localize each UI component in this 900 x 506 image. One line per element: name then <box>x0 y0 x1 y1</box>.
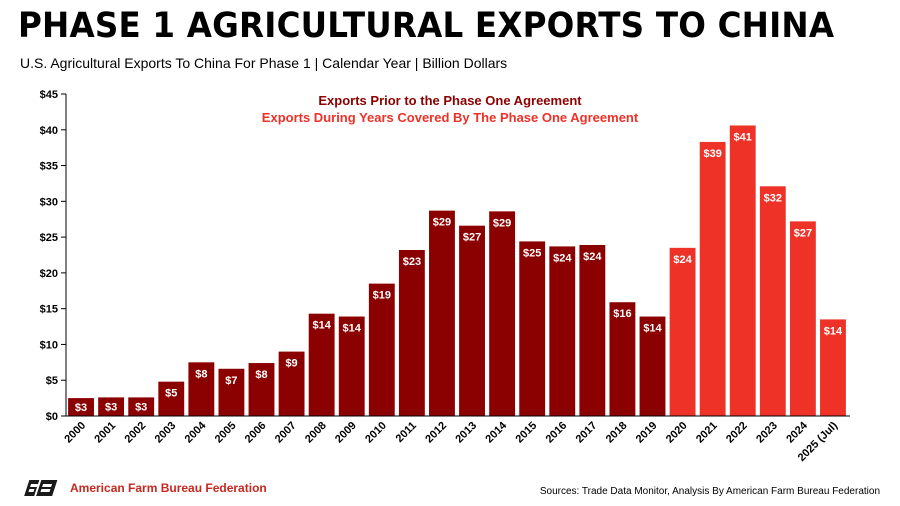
x-tick-label: 2018 <box>604 420 630 446</box>
bar <box>759 186 786 416</box>
bar <box>368 283 395 416</box>
bar <box>549 246 576 416</box>
legend-entry: Exports Prior to the Phase One Agreement <box>318 93 582 108</box>
x-tick-label: 2017 <box>574 420 600 446</box>
x-tick-label: 2005 <box>213 420 239 446</box>
x-tick-label: 2000 <box>62 420 88 446</box>
y-tick-label: $0 <box>46 411 58 423</box>
footer-org-name: American Farm Bureau Federation <box>70 481 267 495</box>
data-label: $29 <box>433 217 451 229</box>
bar <box>729 125 756 417</box>
bar <box>699 141 726 417</box>
bar <box>609 302 636 416</box>
y-tick-label: $10 <box>40 339 58 351</box>
data-label: $29 <box>493 217 511 229</box>
data-label: $3 <box>75 402 87 414</box>
bar <box>489 211 516 416</box>
data-label: $27 <box>463 232 481 244</box>
bar <box>218 368 245 416</box>
y-tick-label: $20 <box>40 268 58 280</box>
data-label: $14 <box>643 323 662 335</box>
bar <box>68 398 94 416</box>
x-tick-label: 2023 <box>754 420 780 446</box>
data-label: $19 <box>373 290 391 302</box>
x-tick-label: 2013 <box>453 420 479 446</box>
bar <box>579 244 606 416</box>
data-label: $27 <box>794 227 812 239</box>
x-tick-label: 2002 <box>123 420 149 446</box>
bar <box>639 316 666 416</box>
x-tick-label: 2021 <box>694 420 720 446</box>
data-label: $3 <box>105 402 117 414</box>
bar <box>429 210 455 416</box>
data-label: $5 <box>165 388 177 400</box>
x-tick-label: 2001 <box>92 420 118 446</box>
x-tick-label: 2015 <box>514 420 540 446</box>
page-title: PHASE 1 AGRICULTURAL EXPORTS TO CHINA <box>18 6 835 46</box>
data-label: $14 <box>824 325 843 337</box>
x-tick-label: 2014 <box>483 419 509 445</box>
bar <box>248 363 275 416</box>
x-tick-label: 2022 <box>724 420 750 446</box>
data-label: $16 <box>613 308 631 320</box>
x-tick-label: 2008 <box>303 420 329 446</box>
bar <box>98 397 125 416</box>
data-label: $32 <box>764 192 782 204</box>
bar <box>128 397 155 416</box>
bar <box>820 319 846 416</box>
data-label: $14 <box>312 320 331 332</box>
bar <box>459 225 485 416</box>
bar <box>158 381 185 416</box>
bar <box>308 313 335 416</box>
data-label: $8 <box>255 369 267 381</box>
x-tick-label: 2012 <box>423 420 449 446</box>
x-tick-label: 2004 <box>183 419 209 445</box>
bar <box>519 241 546 416</box>
bar <box>338 316 365 416</box>
y-tick-label: $5 <box>46 375 58 387</box>
x-tick-label: 2010 <box>363 420 389 446</box>
afbf-logo-icon <box>24 480 58 496</box>
x-tick-label: 2016 <box>544 420 570 446</box>
x-tick-label: 2024 <box>784 419 810 445</box>
x-tick-label: 2009 <box>333 420 359 446</box>
x-tick-label: 2020 <box>664 420 690 446</box>
y-tick-label: $35 <box>40 161 58 173</box>
y-tick-label: $25 <box>40 232 58 244</box>
x-tick-label: 2003 <box>153 420 179 446</box>
footer-logo: American Farm Bureau Federation <box>22 478 267 498</box>
y-tick-label: $45 <box>40 89 58 101</box>
data-label: $39 <box>703 148 721 160</box>
data-label: $3 <box>135 402 147 414</box>
bar <box>188 362 215 416</box>
data-label: $24 <box>583 251 602 263</box>
data-label: $24 <box>553 252 572 264</box>
legend-entry: Exports During Years Covered By The Phas… <box>262 110 639 125</box>
page-subtitle: U.S. Agricultural Exports To China For P… <box>20 55 508 71</box>
x-tick-label: 2006 <box>243 420 269 446</box>
x-tick-label: 2011 <box>394 420 419 445</box>
data-label: $7 <box>225 375 237 387</box>
data-label: $25 <box>523 247 541 259</box>
x-tick-label: 2007 <box>273 420 299 446</box>
data-label: $8 <box>195 368 207 380</box>
bar <box>278 351 305 416</box>
data-label: $24 <box>673 254 692 266</box>
bar <box>789 221 816 416</box>
data-label: $9 <box>285 358 297 370</box>
data-label: $41 <box>734 131 752 143</box>
footer-source: Sources: Trade Data Monitor, Analysis By… <box>539 486 880 497</box>
data-label: $23 <box>403 256 421 268</box>
bar <box>669 247 696 416</box>
x-tick-label: 2019 <box>634 420 660 446</box>
data-label: $14 <box>343 323 362 335</box>
bar <box>398 249 425 416</box>
y-tick-label: $15 <box>40 304 58 316</box>
y-tick-label: $40 <box>40 125 58 137</box>
y-tick-label: $30 <box>40 196 58 208</box>
